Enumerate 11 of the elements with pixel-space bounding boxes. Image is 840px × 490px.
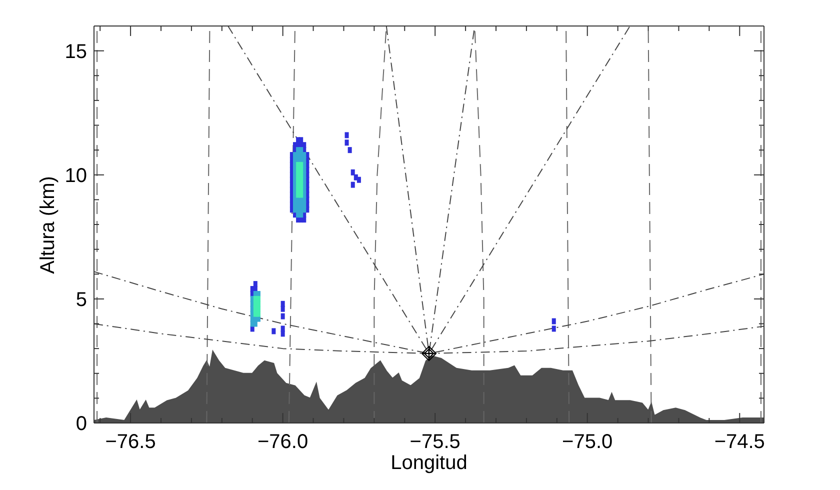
y-tick-label: 15 [64,41,87,64]
y-tick-label: 5 [76,289,87,312]
x-tick-label: −75.0 [562,431,613,453]
y-tick-label: 10 [64,165,87,188]
x-tick-label: −75.5 [410,431,460,453]
y-axis-title: Altura (km) [36,176,60,274]
y-tick-label: 0 [76,413,87,436]
x-axis-title: Longitud [390,452,468,474]
x-tick-label: −76.5 [105,431,156,453]
x-tick-label: −76.0 [258,431,308,453]
x-tick-label: −74.5 [714,431,765,453]
